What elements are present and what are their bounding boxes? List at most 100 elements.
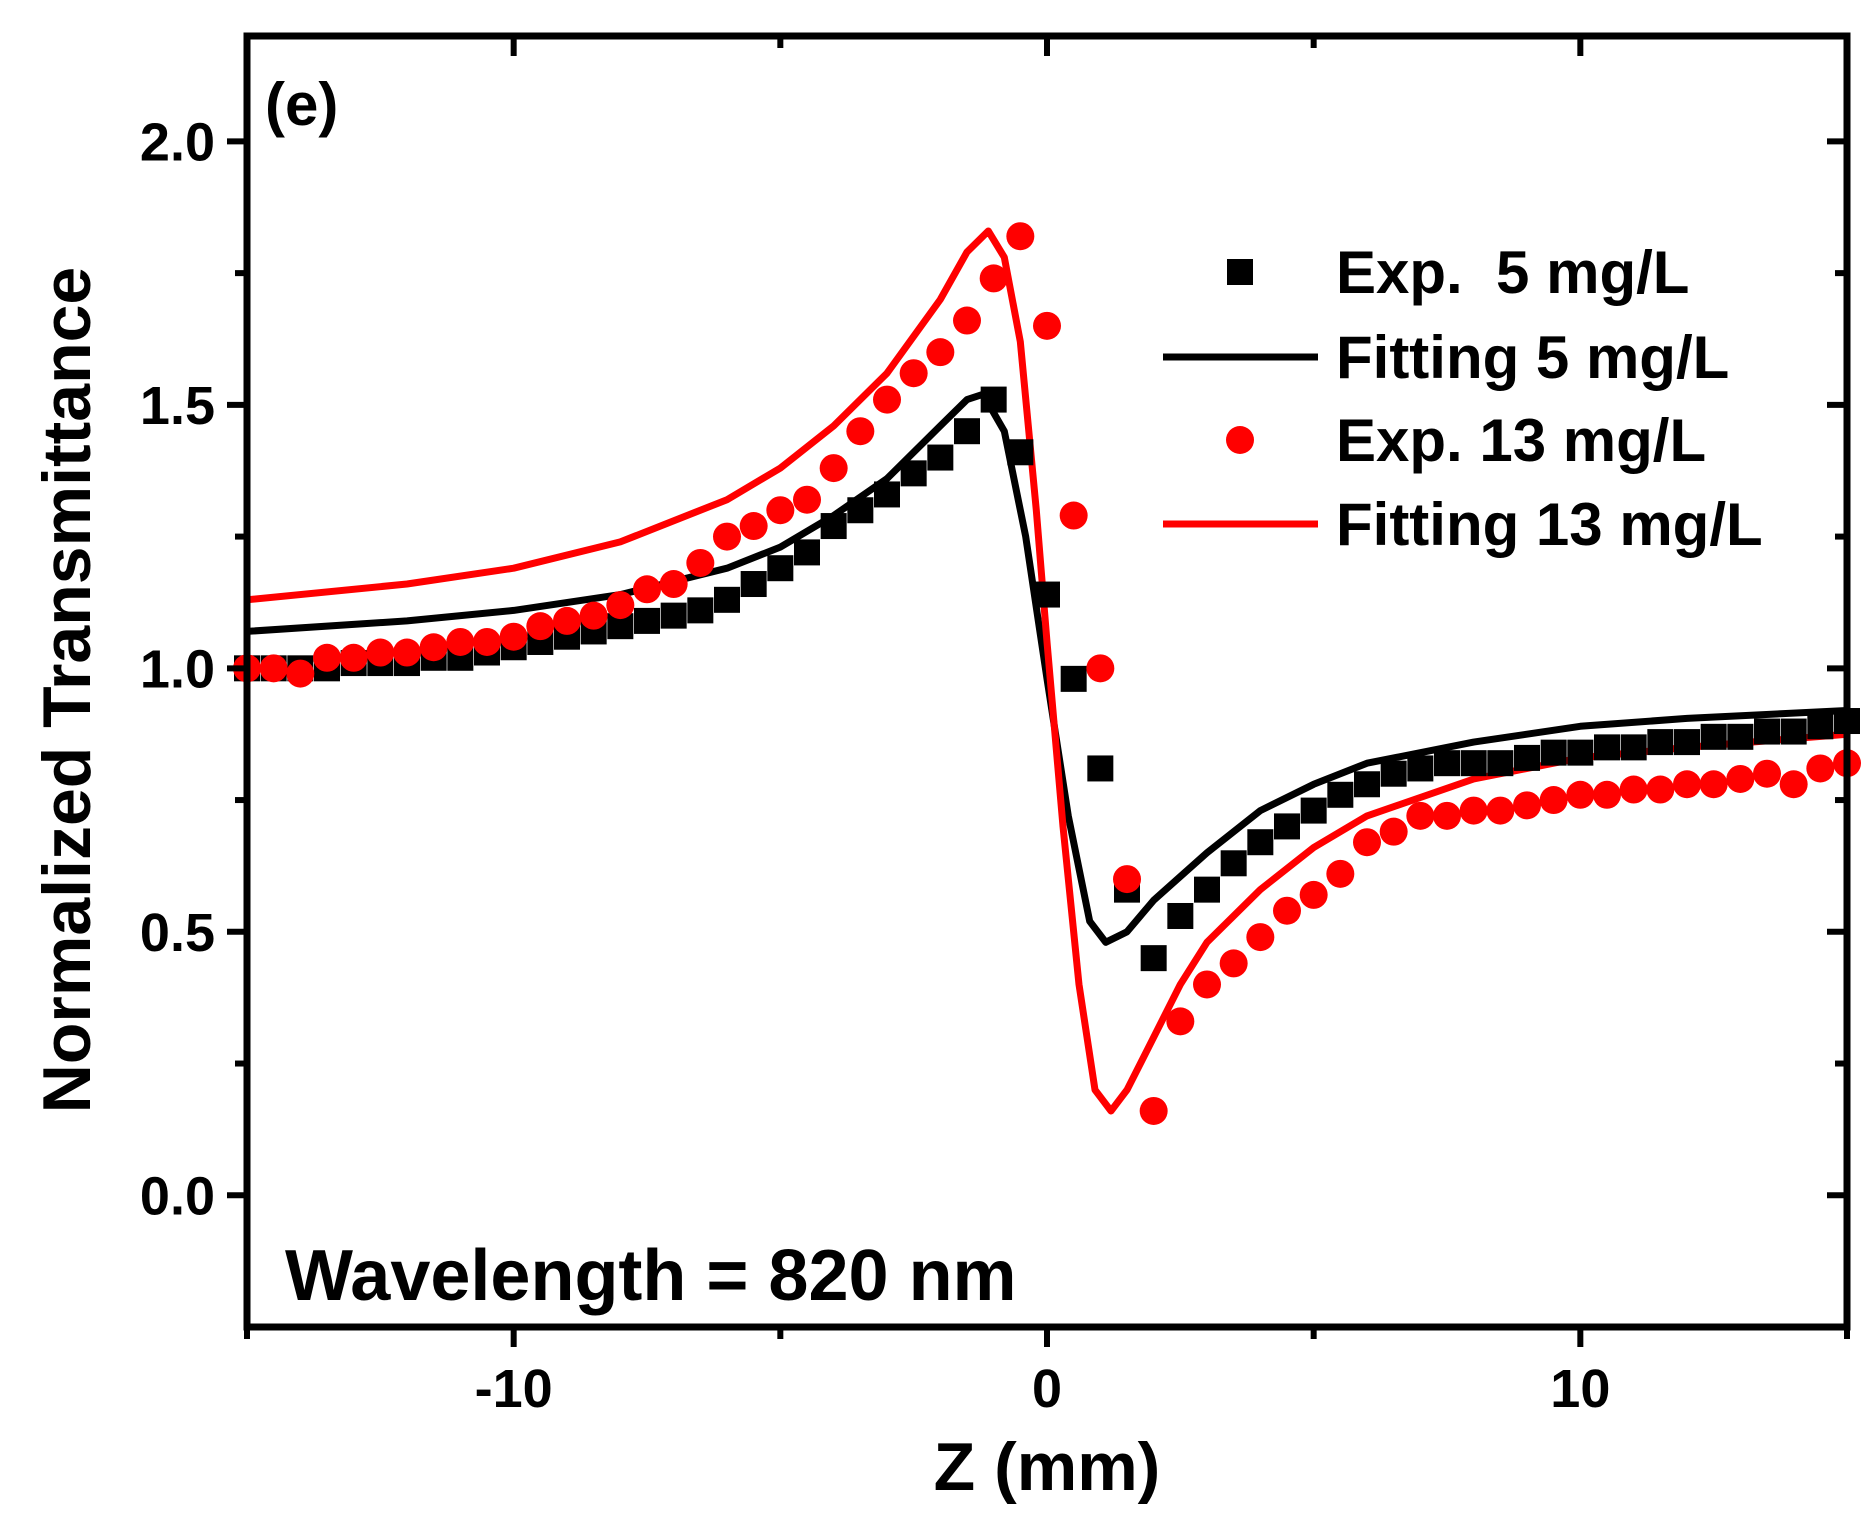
data-point-square: [1780, 718, 1807, 745]
data-point-square: [1700, 723, 1727, 750]
data-point-circle: [766, 496, 795, 525]
data-point-square: [1647, 729, 1674, 756]
data-point-circle: [819, 454, 848, 483]
data-point-circle: [1033, 311, 1061, 340]
data-point-circle: [1593, 780, 1621, 809]
data-point-circle: [953, 306, 981, 335]
data-point-circle: [739, 512, 768, 541]
data-point-circle: [1193, 970, 1221, 999]
data-point-circle: [286, 659, 315, 688]
data-point-square: [954, 418, 980, 445]
fit-line-3: [246, 227, 1848, 1115]
legend-square-marker: [1227, 259, 1253, 285]
legend-label-1: Fitting 5 mg/L: [1336, 324, 1729, 391]
data-point-circle: [1326, 859, 1355, 888]
data-point-square: [1674, 729, 1700, 756]
data-point-square: [767, 555, 794, 582]
data-point-circle: [499, 622, 528, 651]
data-point-square: [820, 513, 847, 540]
data-point-square: [1727, 723, 1754, 750]
data-point-circle: [553, 606, 581, 635]
data-point-circle: [1406, 801, 1435, 830]
data-point-circle: [393, 638, 421, 667]
data-point-square: [660, 602, 687, 629]
data-point-circle: [259, 654, 288, 683]
data-point-circle: [313, 643, 341, 672]
data-point-square: [1300, 797, 1327, 824]
data-point-circle: [1753, 759, 1781, 788]
x-tick-label: 10: [1550, 1359, 1610, 1419]
panel-label: (e): [265, 71, 338, 138]
data-point-circle: [1299, 880, 1328, 909]
data-point-square: [687, 597, 714, 624]
data-point-circle: [366, 638, 395, 667]
data-point-square: [1460, 750, 1487, 777]
y-tick-label: 2.0: [140, 112, 215, 172]
data-point-square: [1327, 781, 1354, 808]
data-point-circle: [526, 612, 555, 641]
data-point-circle: [419, 633, 448, 662]
data-point-square: [980, 386, 1007, 413]
data-point-circle: [1566, 780, 1595, 809]
data-point-circle: [1113, 865, 1141, 894]
legend-circle-marker: [1226, 426, 1254, 454]
data-point-circle: [1006, 222, 1035, 251]
data-point-circle: [339, 643, 368, 672]
data-point-square: [1807, 713, 1834, 740]
data-point-square: [1434, 750, 1460, 777]
data-point-square: [1567, 739, 1594, 766]
data-point-square: [1380, 760, 1407, 787]
data-point-square: [1407, 755, 1434, 782]
data-point-circle: [1619, 775, 1648, 804]
data-point-circle: [1086, 654, 1115, 683]
data-point-circle: [446, 627, 475, 656]
y-tick-label: 1.0: [140, 639, 215, 699]
data-point-circle: [979, 264, 1008, 293]
data-point-square: [847, 497, 874, 524]
data-point-circle: [899, 359, 928, 388]
data-point-circle: [1646, 775, 1675, 804]
data-point-circle: [633, 575, 661, 604]
data-point-circle: [1673, 770, 1701, 799]
data-point-circle: [1726, 764, 1755, 793]
plot-marks: [233, 222, 1861, 1125]
legend: Exp. 5 mg/L Fitting 5 mg/L Exp. 13 mg/L Fit…: [1163, 239, 1763, 558]
data-point-circle: [713, 522, 741, 551]
data-point-circle: [926, 338, 955, 367]
data-point-circle: [1806, 754, 1835, 783]
y-axis-label: Normalized Transmittance: [29, 267, 105, 1113]
data-point-circle: [606, 591, 635, 620]
data-point-square: [1220, 850, 1247, 877]
data-point-circle: [1513, 791, 1541, 820]
data-point-square: [1167, 902, 1194, 929]
y-tick-label: 0.5: [140, 903, 215, 963]
data-point-square: [714, 586, 740, 613]
data-point-square: [1620, 734, 1647, 761]
data-point-square: [740, 571, 767, 598]
legend-label-0: Exp. 5 mg/L: [1336, 239, 1689, 306]
data-point-square: [874, 481, 900, 508]
data-point-circle: [579, 601, 608, 630]
data-point-square: [1034, 581, 1060, 608]
data-point-square: [634, 607, 660, 634]
data-point-circle: [1433, 801, 1461, 830]
data-point-square: [1247, 829, 1274, 856]
data-point-square: [1274, 813, 1300, 840]
data-point-circle: [1273, 896, 1301, 925]
data-point-circle: [1166, 1007, 1195, 1036]
data-point-square: [1540, 739, 1567, 766]
wavelength-annotation: Wavelength = 820 nm: [285, 1236, 1017, 1316]
data-point-circle: [1379, 817, 1408, 846]
legend-label-3: Fitting 13 mg/L: [1336, 491, 1763, 558]
data-point-square: [1754, 718, 1780, 745]
data-point-square: [794, 539, 820, 566]
legend-label-2: Exp. 13 mg/L: [1336, 407, 1706, 474]
data-point-square: [1594, 734, 1620, 761]
y-tick-label: 1.5: [140, 376, 215, 436]
data-point-square: [1087, 755, 1114, 782]
data-point-circle: [1353, 828, 1381, 857]
data-point-square: [1487, 750, 1514, 777]
data-point-circle: [1539, 786, 1568, 815]
data-point-square: [1007, 439, 1034, 466]
